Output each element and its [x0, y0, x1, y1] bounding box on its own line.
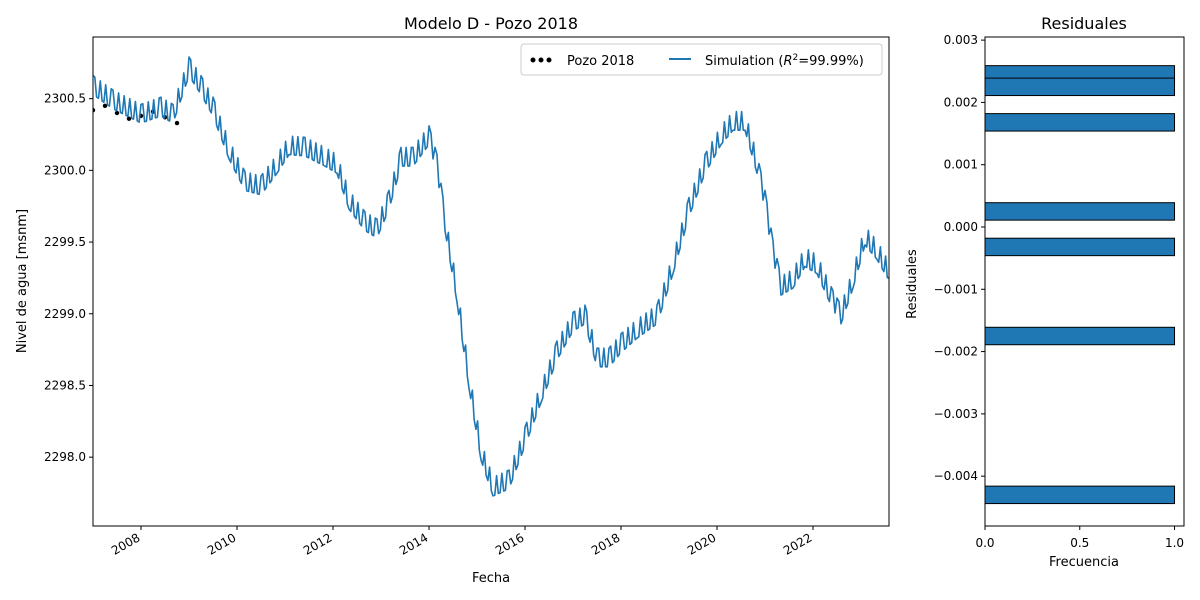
- legend-box: [520, 43, 883, 76]
- observed-point: [93, 107, 96, 113]
- legend-r2-symbol: R: [783, 54, 792, 69]
- legend-dot: [538, 57, 544, 63]
- residuals-x-tick-label: 0.0: [975, 536, 994, 550]
- observed-point: [102, 103, 108, 109]
- residual-bar: [984, 326, 1176, 346]
- residuals-x-tick-label: 1.0: [1165, 536, 1184, 550]
- legend-simulation-label: Simulation (R2=99.99%): [705, 53, 864, 69]
- legend-simulation-name: Simulation: [705, 54, 774, 69]
- residuals-y-tick-label: 0.000: [944, 220, 978, 234]
- residuals-bars: [984, 65, 1176, 505]
- residuals-y-axis-label: Residuales: [905, 249, 920, 319]
- legend: Pozo 2018 Simulation (R2=99.99%): [520, 43, 883, 76]
- observed-point: [174, 120, 180, 126]
- observed-point: [126, 116, 132, 121]
- x-tick-label: 2012: [301, 530, 334, 557]
- x-tick-label: 2020: [685, 530, 718, 557]
- x-tick-label: 2010: [205, 530, 238, 557]
- main-y-axis-label: Nivel de agua [msnm]: [15, 209, 30, 353]
- legend-observed-marker: [530, 57, 552, 63]
- main-chart-title: Modelo D - Pozo 2018: [404, 14, 578, 33]
- residual-bar: [984, 113, 1176, 132]
- residuals-ticks: 0.0 0.5 1.0 0.003 0.002 0.001 0.000 −0.001 −0.00…: [934, 33, 1184, 550]
- legend-r2-value: =99.99%): [798, 54, 864, 69]
- residual-bar: [984, 237, 1176, 257]
- residuals-y-tick-label: −0.002: [934, 345, 978, 359]
- residual-bar: [984, 485, 1176, 505]
- residuals-y-tick-label: 0.003: [944, 33, 978, 47]
- y-tick-label: 2298.5: [44, 378, 86, 392]
- simulation-series: [93, 56, 889, 497]
- residuals-plot-frame: [984, 36, 1185, 527]
- x-tick-label: 2008: [109, 530, 142, 557]
- legend-observed-label: Pozo 2018: [567, 54, 634, 69]
- residual-bar: [984, 77, 1176, 97]
- residuals-y-tick-label: −0.001: [934, 282, 978, 296]
- y-tick-label: 2300.5: [44, 92, 86, 106]
- legend-r2-prefix: (: [774, 54, 783, 69]
- main-gridless-ticks: 2008 2010 2012 2014 2016 2018 2020 2022 2298.0 22…: [44, 92, 815, 558]
- x-tick-label: 2014: [397, 530, 430, 557]
- y-tick-label: 2299.5: [44, 235, 86, 249]
- residuals-y-tick-label: −0.004: [934, 469, 978, 483]
- residuals-y-tick-label: 0.001: [944, 158, 978, 172]
- x-tick-label: 2016: [493, 530, 526, 557]
- residuals-chart-title: Residuales: [1041, 14, 1127, 33]
- x-tick-label: 2022: [781, 530, 814, 557]
- observed-point: [114, 110, 120, 116]
- y-tick-label: 2298.0: [44, 450, 86, 464]
- legend-dot: [530, 57, 536, 63]
- residuals-chart: Residuales 0.0 0.5 1.0 0.003 0.002 0.001 0.000…: [905, 14, 1185, 570]
- residuals-y-tick-label: 0.002: [944, 95, 978, 109]
- residuals-x-axis-label: Frecuencia: [1049, 555, 1119, 570]
- main-x-axis-label: Fecha: [472, 571, 510, 586]
- residuals-x-tick-label: 0.5: [1070, 536, 1089, 550]
- legend-dot: [546, 57, 552, 63]
- main-chart: Modelo D - Pozo 2018 2008 2010 2012 2014 201…: [15, 14, 890, 586]
- main-plot-frame: [92, 36, 890, 527]
- residuals-y-tick-label: −0.003: [934, 407, 978, 421]
- y-tick-label: 2299.0: [44, 307, 86, 321]
- simulation-line: [93, 56, 889, 497]
- legend-r2-exponent: 2: [793, 53, 799, 63]
- residual-bar: [984, 202, 1176, 221]
- y-tick-label: 2300.0: [44, 163, 86, 177]
- x-tick-label: 2018: [589, 530, 622, 557]
